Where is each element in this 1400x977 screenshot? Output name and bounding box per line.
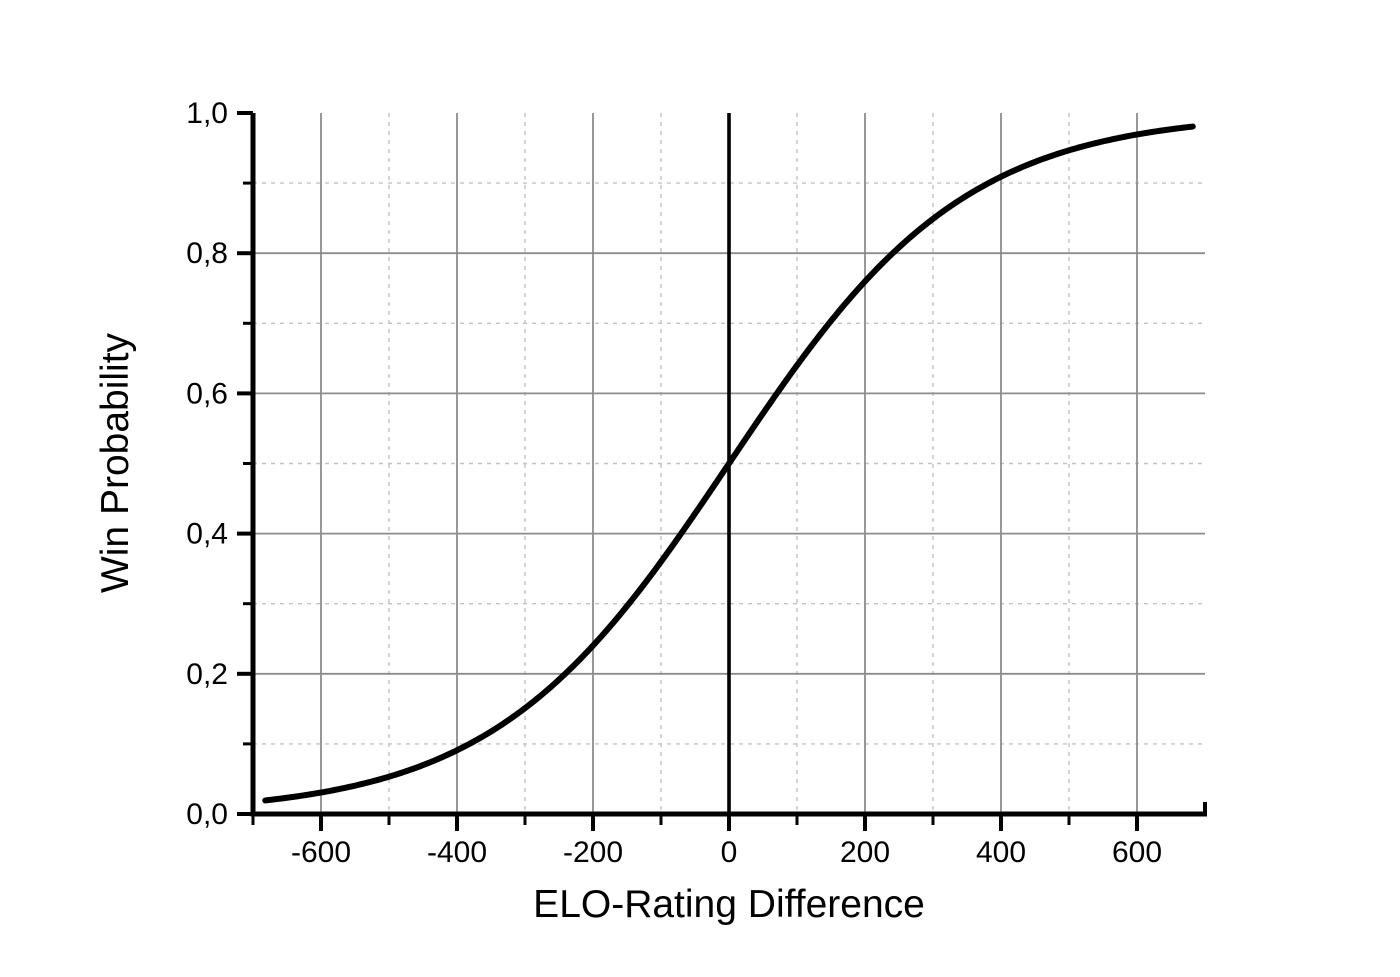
y-tick-label: 0,2 [186,658,228,691]
y-tick-label: 0,4 [186,518,228,551]
y-tick-label: 0,6 [186,377,228,410]
y-axis-title: Win Probability [94,332,137,594]
x-tick-label: -600 [291,836,351,869]
x-axis-title: ELO-Rating Difference [533,883,925,926]
x-tick-label: -200 [563,836,623,869]
y-tick-label: 0,0 [186,798,228,831]
win-probability-curve [262,123,1196,804]
x-tick-label: 0 [721,836,738,869]
x-tick-label: 600 [1112,836,1162,869]
x-tick-label: -400 [427,836,487,869]
y-tick-label: 1,0 [186,97,228,130]
x-tick-label: 400 [976,836,1026,869]
x-tick-label: 200 [840,836,890,869]
y-tick-label: 0,8 [186,237,228,270]
